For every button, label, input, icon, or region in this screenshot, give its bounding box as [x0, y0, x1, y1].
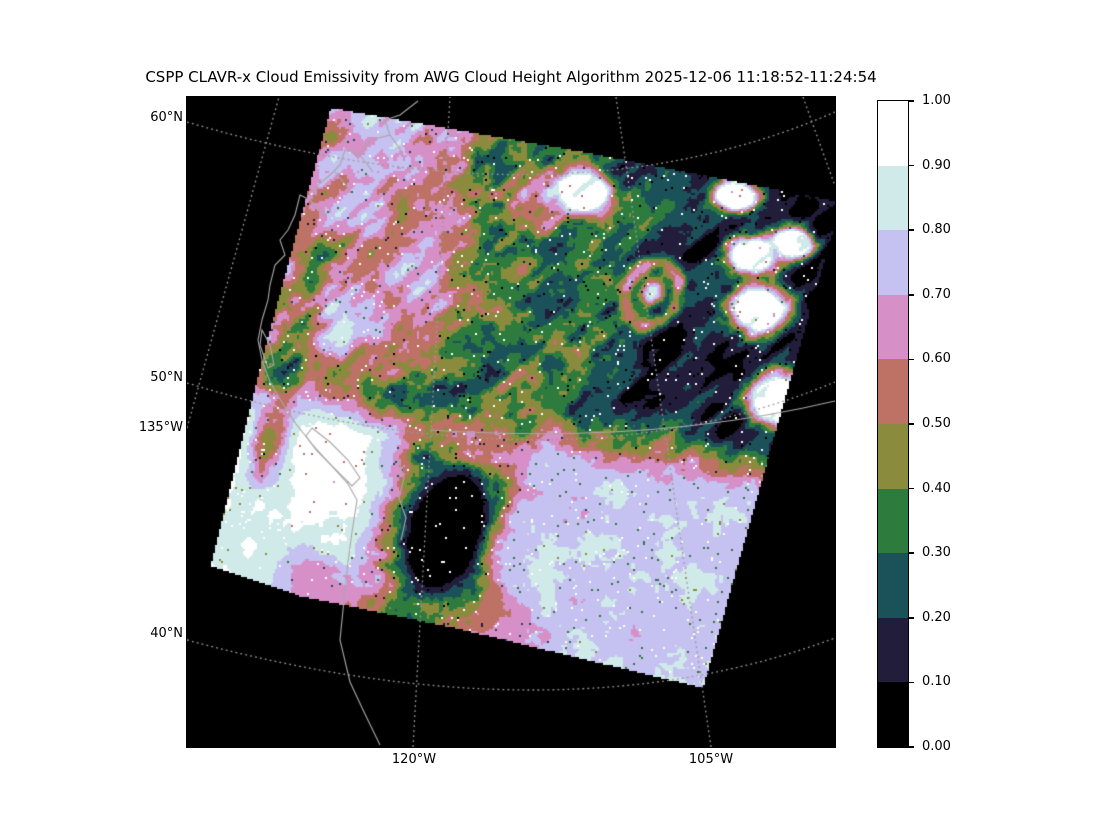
colorbar-segment: [878, 424, 908, 490]
colorbar-segment: [878, 488, 908, 554]
colorbar-tick-label: 0.50: [922, 416, 951, 431]
colorbar-segment: [878, 294, 908, 360]
colorbar-tick: [908, 229, 914, 231]
colorbar-tick-label: 0.20: [922, 609, 951, 625]
colorbar-segment: [878, 165, 908, 231]
colorbar-tick-label: 0.10: [922, 674, 951, 690]
colorbar-tick-label: 0.40: [922, 480, 951, 496]
colorbar-tick-label: 0.30: [922, 545, 951, 561]
colorbar: [877, 100, 909, 748]
colorbar-tick-label: 0.80: [922, 222, 951, 238]
colorbar-tick: [908, 746, 914, 748]
colorbar-segment: [878, 617, 908, 683]
colorbar-tick: [908, 358, 914, 361]
colorbar-tick-label: 0.00: [922, 739, 951, 754]
gridline-label-40n: 40°N: [150, 626, 183, 641]
colorbar-segment: [878, 230, 908, 296]
colorbar-tick-label: 0.70: [922, 286, 951, 302]
colorbar-tick-label: 0.60: [922, 351, 951, 367]
colorbar-tick: [908, 487, 914, 490]
colorbar-tick: [908, 100, 914, 102]
plot-title: CSPP CLAVR-x Cloud Emissivity from AWG C…: [145, 68, 877, 86]
colorbar-segment: [878, 553, 908, 619]
colorbar-tick-label: 0.90: [922, 157, 951, 173]
colorbar-tick: [908, 294, 914, 296]
satellite-swath-map: [187, 97, 835, 747]
colorbar-tick: [908, 681, 914, 684]
gridline-label-105w: 105°W: [688, 752, 734, 767]
colorbar-segment: [878, 101, 908, 167]
colorbar-tick: [908, 164, 914, 167]
colorbar-tick: [908, 552, 914, 554]
colorbar-tick-label: 1.00: [922, 93, 951, 108]
colorbar-tick: [908, 617, 914, 619]
gridline-label-120w: 120°W: [391, 752, 437, 767]
gridline-label-135w: 135°W: [138, 420, 183, 435]
gridline-label-60n: 60°N: [150, 110, 183, 125]
colorbar-segment: [878, 682, 908, 748]
colorbar-segment: [878, 359, 908, 425]
colorbar-tick: [908, 423, 914, 425]
map-axes: [186, 96, 836, 748]
gridline-label-50n: 50°N: [150, 370, 183, 385]
